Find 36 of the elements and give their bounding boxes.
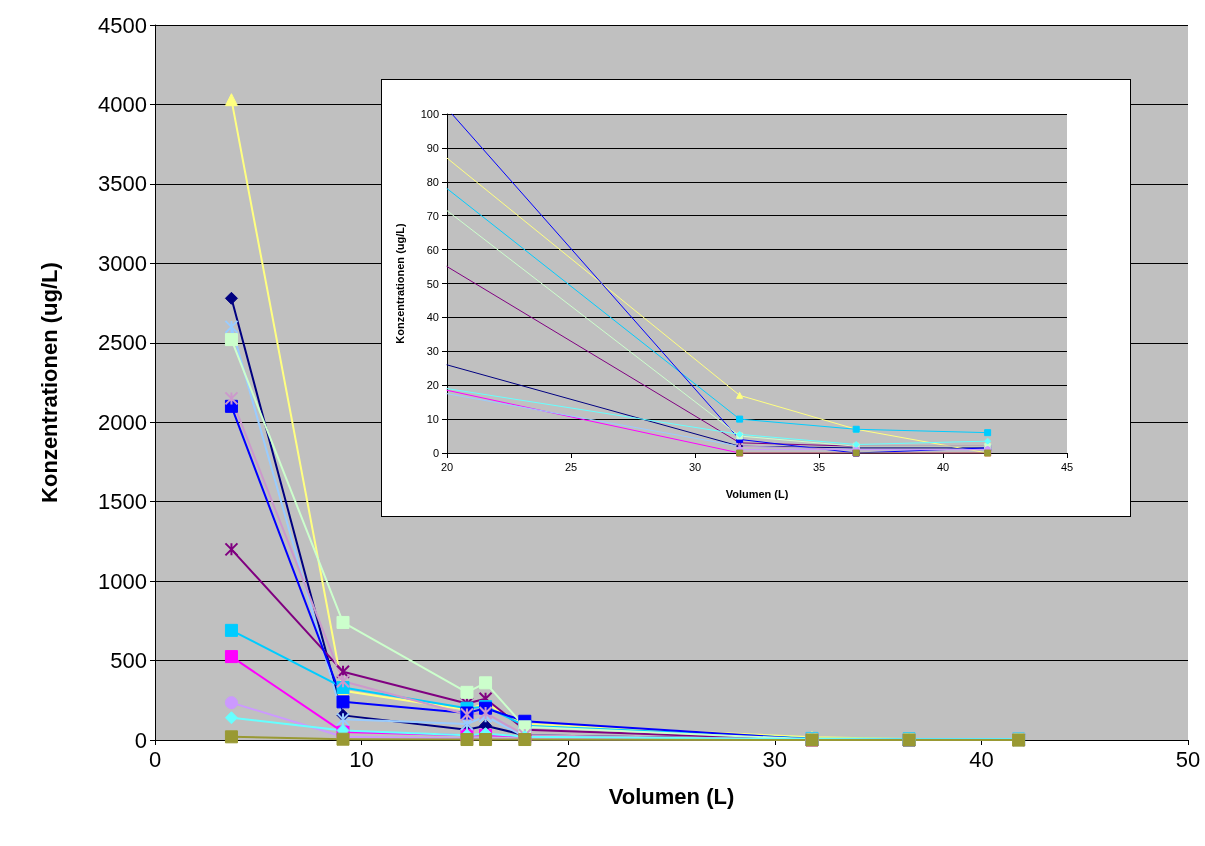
x-tick-label: 45 [1060,460,1074,473]
x-tick-label: 30 [688,460,702,473]
y-tick-label: 3500 [98,171,147,197]
y-tick-label: 4500 [98,12,147,38]
x-tick-label: 40 [969,746,994,772]
y-tick-label: 10 [426,413,439,426]
x-tick-label: 25 [564,460,578,473]
y-tick-label: 2000 [98,409,147,435]
x-axis-title: Volumen (L) [608,783,735,809]
y-tick-label: 50 [426,277,439,290]
y-tick-label: 80 [426,175,439,188]
x-axis-title: Volumen (L) [725,487,789,500]
x-tick-label: 40 [936,460,950,473]
y-tick-label: 0 [432,447,439,459]
y-tick-label: 500 [110,648,147,674]
y-tick-label: 90 [426,141,439,154]
x-tick-label: 50 [1175,746,1201,772]
y-tick-label: 1500 [98,489,147,515]
y-tick-label: 70 [426,209,439,222]
y-axis-title: Konzentrationen (ug/L) [393,222,406,344]
x-tick-label: 20 [440,460,454,473]
x-tick-label: 35 [812,460,826,473]
y-tick-label: 30 [426,345,439,358]
x-tick-label: 10 [349,746,374,772]
x-tick-label: 20 [555,746,581,772]
y-tick-label: 3000 [98,250,147,276]
y-tick-label: 2500 [98,330,147,356]
x-tick-label: 30 [762,746,788,772]
y-axis-title: Konzentrationen (ug/L) [36,262,62,503]
y-tick-label: 0 [134,727,147,753]
y-tick-label: 4000 [98,91,147,117]
y-tick-label: 1000 [98,568,147,594]
y-tick-label: 100 [420,108,439,120]
y-tick-label: 60 [426,243,439,256]
y-tick-label: 20 [426,379,439,392]
y-tick-label: 40 [426,311,439,324]
